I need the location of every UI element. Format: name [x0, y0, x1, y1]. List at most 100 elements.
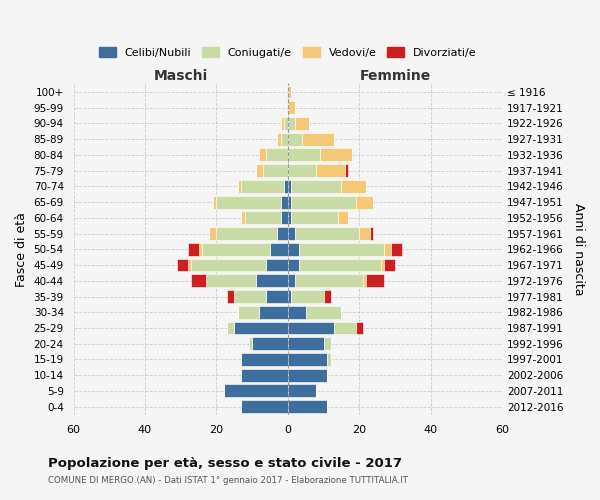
Text: COMUNE DI MERGO (AN) - Dati ISTAT 1° gennaio 2017 - Elaborazione TUTTITALIA.IT: COMUNE DI MERGO (AN) - Dati ISTAT 1° gen… [48, 476, 408, 485]
Bar [359, 227, 370, 240]
Bar [288, 102, 295, 114]
Bar [288, 368, 327, 382]
Bar [288, 400, 327, 413]
Bar [281, 196, 288, 208]
Bar [266, 148, 288, 162]
Bar [241, 368, 288, 382]
Bar [320, 148, 352, 162]
Bar [259, 148, 266, 162]
Legend: Celibi/Nubili, Coniugati/e, Vedovi/e, Divorziati/e: Celibi/Nubili, Coniugati/e, Vedovi/e, Di… [95, 42, 481, 62]
Bar [270, 243, 288, 256]
Bar [323, 290, 331, 303]
Bar [227, 322, 234, 334]
Bar [238, 180, 241, 193]
Bar [288, 243, 299, 256]
Bar [199, 243, 202, 256]
Bar [288, 353, 327, 366]
Bar [288, 196, 292, 208]
Bar [288, 227, 295, 240]
Bar [338, 212, 349, 224]
Bar [234, 290, 266, 303]
Bar [266, 290, 288, 303]
Bar [252, 337, 288, 350]
Bar [288, 148, 320, 162]
Bar [292, 196, 356, 208]
Bar [238, 306, 259, 318]
Bar [341, 180, 367, 193]
Bar [334, 322, 356, 334]
Bar [288, 290, 292, 303]
Bar [356, 196, 373, 208]
Bar [380, 258, 384, 272]
Bar [316, 164, 345, 177]
Bar [281, 117, 284, 130]
Bar [241, 212, 245, 224]
Bar [292, 290, 323, 303]
Bar [202, 243, 270, 256]
Bar [241, 353, 288, 366]
Bar [234, 322, 288, 334]
Bar [288, 384, 316, 398]
Bar [209, 227, 217, 240]
Text: Popolazione per età, sesso e stato civile - 2017: Popolazione per età, sesso e stato civil… [48, 458, 402, 470]
Bar [384, 243, 391, 256]
Bar [217, 227, 277, 240]
Bar [327, 353, 331, 366]
Bar [188, 258, 191, 272]
Bar [191, 274, 206, 287]
Bar [370, 227, 373, 240]
Bar [266, 258, 288, 272]
Bar [263, 164, 288, 177]
Bar [384, 258, 395, 272]
Bar [363, 274, 367, 287]
Bar [227, 290, 234, 303]
Bar [288, 306, 305, 318]
Bar [206, 274, 256, 287]
Bar [277, 227, 288, 240]
Bar [277, 132, 281, 145]
Bar [367, 274, 384, 287]
Bar [241, 180, 284, 193]
Bar [288, 212, 292, 224]
Bar [284, 117, 288, 130]
Bar [391, 243, 402, 256]
Bar [288, 164, 316, 177]
Bar [281, 132, 288, 145]
Bar [288, 117, 295, 130]
Bar [288, 322, 334, 334]
Bar [323, 337, 331, 350]
Bar [288, 180, 292, 193]
Bar [292, 212, 338, 224]
Bar [288, 258, 299, 272]
Bar [217, 196, 281, 208]
Bar [292, 180, 341, 193]
Bar [188, 243, 199, 256]
Bar [177, 258, 188, 272]
Y-axis label: Anni di nascita: Anni di nascita [572, 203, 585, 296]
Bar [259, 306, 288, 318]
Text: Femmine: Femmine [359, 69, 431, 83]
Bar [299, 243, 384, 256]
Text: Maschi: Maschi [154, 69, 208, 83]
Bar [245, 212, 281, 224]
Bar [284, 180, 288, 193]
Bar [295, 274, 363, 287]
Bar [288, 337, 323, 350]
Y-axis label: Fasce di età: Fasce di età [15, 212, 28, 286]
Bar [295, 227, 359, 240]
Bar [288, 86, 292, 98]
Bar [302, 132, 334, 145]
Bar [281, 212, 288, 224]
Bar [345, 164, 349, 177]
Bar [248, 337, 252, 350]
Bar [224, 384, 288, 398]
Bar [356, 322, 363, 334]
Bar [213, 196, 217, 208]
Bar [305, 306, 341, 318]
Bar [256, 164, 263, 177]
Bar [256, 274, 288, 287]
Bar [295, 117, 309, 130]
Bar [299, 258, 380, 272]
Bar [288, 274, 295, 287]
Bar [288, 132, 302, 145]
